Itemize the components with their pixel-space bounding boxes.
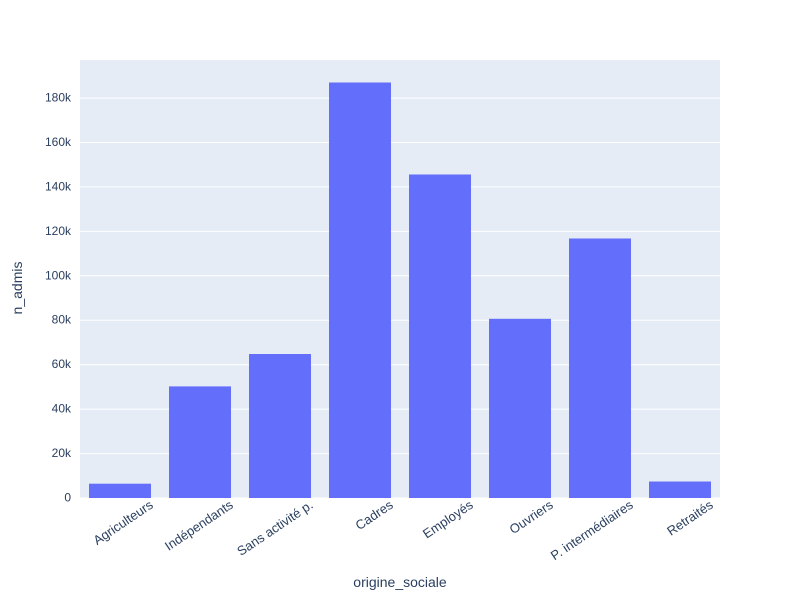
svg-text:180k: 180k — [45, 91, 72, 105]
svg-text:60k: 60k — [52, 357, 72, 371]
svg-text:20k: 20k — [52, 446, 72, 460]
svg-text:100k: 100k — [45, 268, 72, 282]
svg-text:0: 0 — [64, 491, 71, 505]
svg-text:Employés: Employés — [420, 497, 476, 542]
svg-text:Cadres: Cadres — [353, 497, 397, 533]
svg-text:Indépendants: Indépendants — [162, 497, 236, 554]
svg-text:Ouvriers: Ouvriers — [507, 497, 557, 537]
svg-text:80k: 80k — [52, 313, 72, 327]
svg-text:Retraités: Retraités — [664, 497, 716, 539]
svg-text:120k: 120k — [45, 224, 72, 238]
svg-text:n_admis: n_admis — [9, 262, 25, 315]
svg-text:40k: 40k — [52, 402, 72, 416]
svg-text:P. intermédiaires: P. intermédiaires — [548, 497, 636, 563]
svg-text:Sans activité p.: Sans activité p. — [234, 497, 315, 559]
svg-text:Agriculteurs: Agriculteurs — [90, 497, 156, 548]
svg-text:origine_sociale: origine_sociale — [353, 574, 447, 590]
svg-text:160k: 160k — [45, 135, 72, 149]
svg-text:140k: 140k — [45, 179, 72, 193]
